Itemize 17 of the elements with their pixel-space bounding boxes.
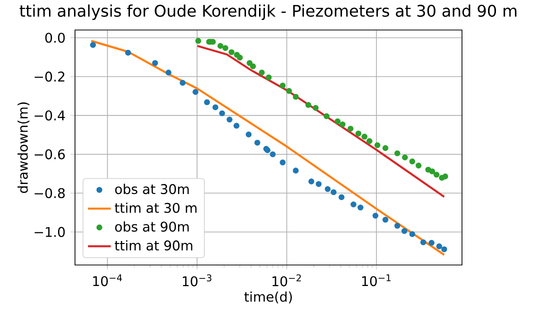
x-tick-label: 10$^{−4}$ — [93, 274, 122, 286]
y-tick-label: −0.8 — [34, 188, 65, 198]
x-axis-title: time(d) — [244, 291, 292, 304]
legend-label: ttim at 30 m — [114, 202, 197, 213]
legend-label: ttim at 90m — [114, 240, 192, 251]
y-tick-label: 0.0 — [45, 32, 65, 43]
legend-label: obs at 30m — [115, 184, 189, 194]
y-tick-label: −1.0 — [34, 226, 65, 238]
y-tick-label: −0.6 — [34, 149, 65, 160]
y-tick-label: −0.4 — [34, 110, 65, 120]
x-tick-label: 10$^{−2}$ — [272, 274, 301, 286]
y-axis-title: drawdown(m) — [18, 102, 30, 193]
y-tick-label: −0.2 — [34, 72, 64, 82]
x-tick-label: 10$^{−3}$ — [182, 274, 212, 286]
x-tick-label: 10$^{−1}$ — [362, 274, 391, 286]
legend-label: obs at 90m — [115, 221, 189, 232]
chart-title: ttim analysis for Oude Korendijk - Piezometers at 30 and 90 m — [20, 4, 516, 20]
